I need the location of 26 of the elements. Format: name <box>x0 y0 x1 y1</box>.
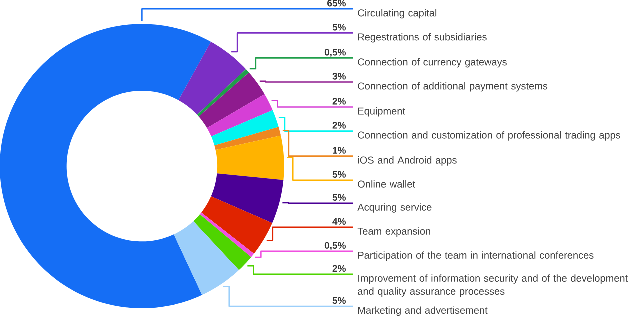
data-label: 0,5% <box>324 242 346 250</box>
slice-label: Marketing and advertisement <box>358 306 488 316</box>
data-label: 1% <box>333 147 346 154</box>
data-label: 5% <box>332 24 346 31</box>
slice-label: Regestrations of subsidiaries <box>358 33 487 43</box>
slice-label: Team expansion <box>358 228 430 237</box>
data-label: 4% <box>332 218 346 225</box>
slice-label: Online wallet <box>358 180 416 188</box>
slice-label: Connection of additional payment systems <box>358 82 548 92</box>
data-label: 65% <box>328 0 346 7</box>
slice-label: Participation of the team in international conferences <box>358 252 594 261</box>
data-label: 5% <box>332 171 346 178</box>
slice-label: Circulating capital <box>358 9 437 19</box>
data-label: 2% <box>332 122 346 129</box>
data-label: 3% <box>332 73 346 80</box>
slice-label: Connection and customization of professional trading apps <box>358 131 620 141</box>
data-label: 5% <box>332 194 346 201</box>
slice-label: Improvement of information security and of the development and quality assurance processes <box>358 274 628 297</box>
slice-label: Acquring service <box>358 204 432 213</box>
slice-label: iOS and Android apps <box>358 156 457 166</box>
data-label: 5% <box>332 297 346 304</box>
data-label: 0,5% <box>324 49 346 58</box>
data-label: 2% <box>332 98 346 105</box>
slice-label: Equipment <box>358 107 406 117</box>
slice-label: Connection of currency gateways <box>358 58 507 68</box>
data-label: 2% <box>332 265 346 272</box>
